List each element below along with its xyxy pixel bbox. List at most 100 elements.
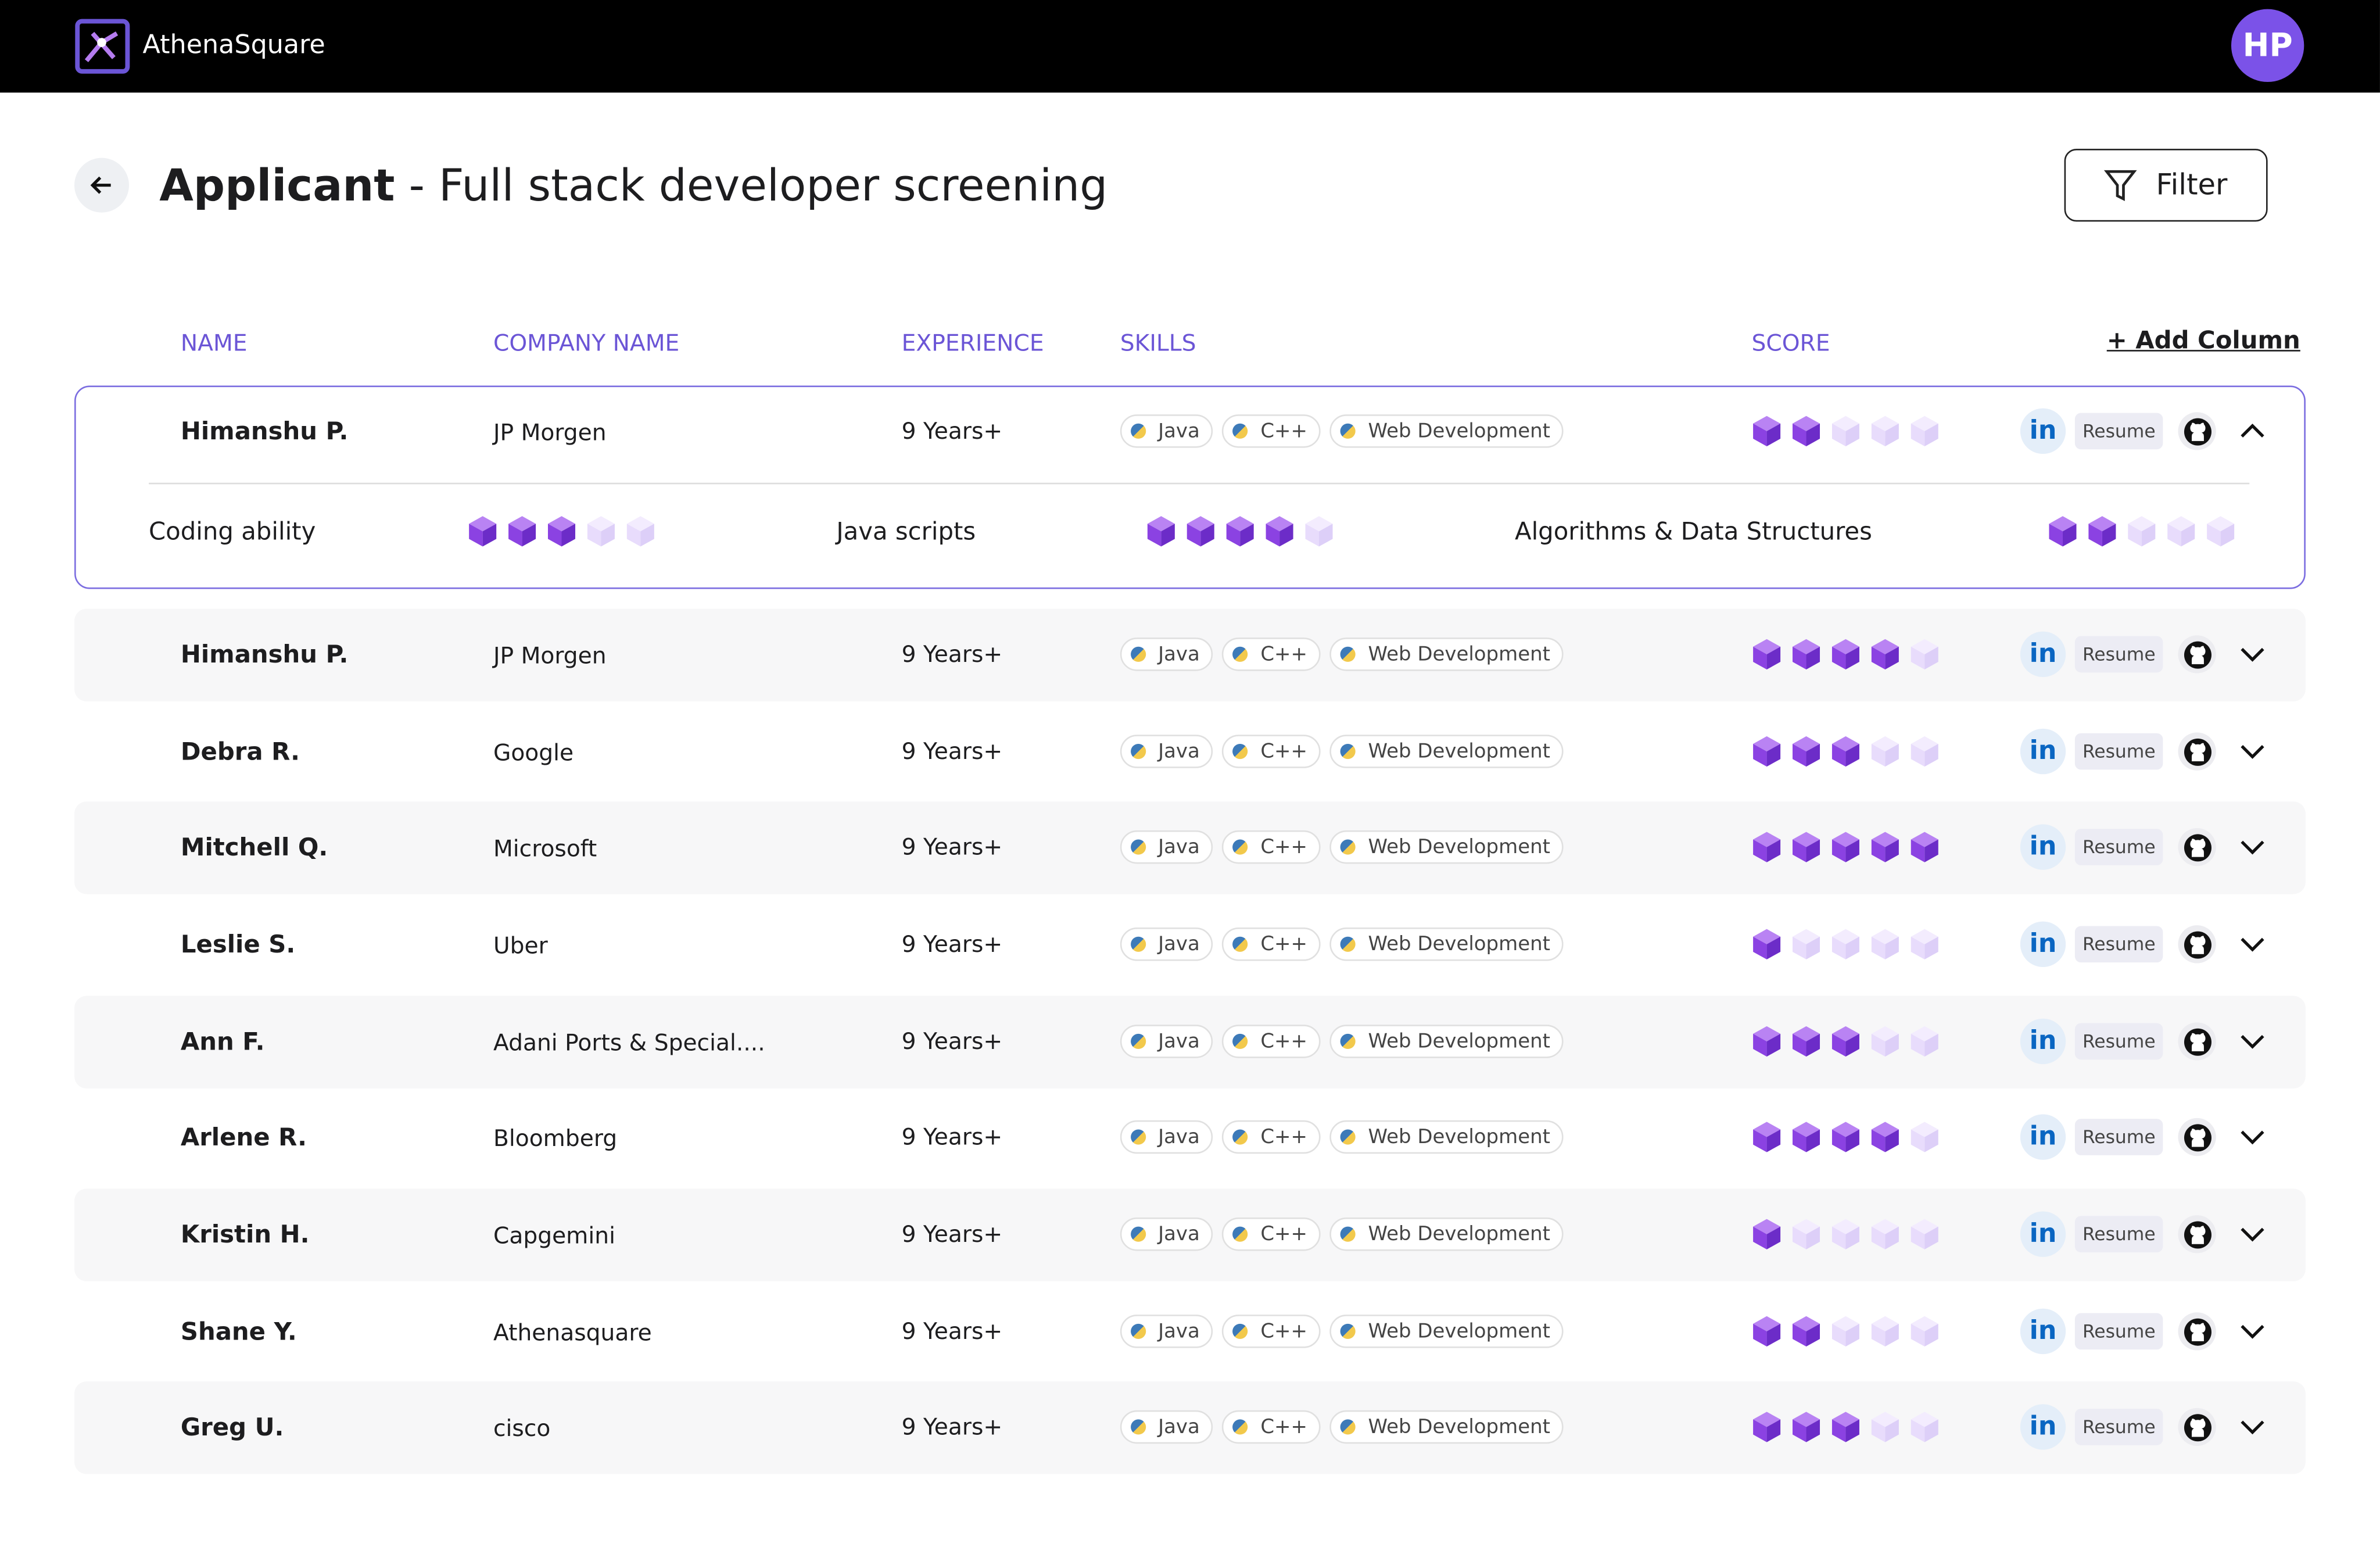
skill-chip: C++ <box>1223 1217 1321 1251</box>
github[interactable] <box>2178 1408 2216 1446</box>
score-cube <box>1753 929 1781 959</box>
skill-chip: Java <box>1120 638 1214 671</box>
resume[interactable]: Resume <box>2074 1409 2163 1445</box>
back-button[interactable] <box>74 157 130 213</box>
score-cube <box>1793 1219 1820 1249</box>
experience: 9 Years+ <box>901 833 1003 861</box>
resume[interactable]: Resume <box>2074 733 2163 770</box>
github[interactable] <box>2178 412 2216 450</box>
github[interactable] <box>2178 635 2216 674</box>
linkedin[interactable]: in <box>2020 921 2066 967</box>
skill-icon <box>1131 1033 1146 1050</box>
skill-chip: C++ <box>1223 735 1321 768</box>
skill-chip: Java <box>1120 735 1214 768</box>
expand-toggle[interactable] <box>2239 417 2266 446</box>
column-header[interactable]: NAME <box>180 329 248 357</box>
linkedin[interactable]: in <box>2020 1114 2066 1160</box>
score-cube <box>1871 1219 1899 1249</box>
expand-toggle[interactable] <box>2239 1220 2266 1249</box>
github[interactable] <box>2178 732 2216 771</box>
title: Applicant - Full stack developer screeni… <box>159 159 1107 211</box>
github[interactable] <box>2178 1312 2216 1351</box>
applicant-name[interactable]: Arlene R. <box>180 1122 307 1152</box>
expand-toggle[interactable] <box>2239 1413 2266 1442</box>
applicant-name[interactable]: Debra R. <box>180 737 300 766</box>
github[interactable] <box>2178 1215 2216 1254</box>
score-cube <box>1266 516 1293 547</box>
skill-chip: Java <box>1120 1120 1214 1154</box>
skill-icon <box>1233 743 1249 760</box>
column-header[interactable]: COMPANY NAME <box>493 329 680 357</box>
applicant-name[interactable]: Greg U. <box>180 1412 284 1442</box>
expand-toggle[interactable] <box>2239 1317 2266 1346</box>
score-cube <box>548 516 576 547</box>
score-cube <box>1871 1026 1899 1057</box>
expand-toggle[interactable] <box>2239 1027 2266 1056</box>
applicant-name[interactable]: Himanshu P. <box>180 417 349 446</box>
score-cube <box>2207 516 2235 547</box>
score-cube <box>1871 416 1899 446</box>
expand-toggle[interactable] <box>2239 737 2266 766</box>
expand-toggle[interactable] <box>2239 833 2266 862</box>
score-cube <box>1305 516 1333 547</box>
resume[interactable]: Resume <box>2074 1023 2163 1060</box>
column-header[interactable]: EXPERIENCE <box>901 329 1044 357</box>
expand-toggle[interactable] <box>2239 640 2266 669</box>
resume[interactable]: Resume <box>2074 636 2163 673</box>
experience: 9 Years+ <box>901 1220 1003 1248</box>
github[interactable] <box>2178 925 2216 964</box>
linkedin[interactable]: in <box>2020 1018 2066 1065</box>
linkedin[interactable]: in <box>2020 631 2066 678</box>
avatar[interactable]: HP <box>2231 9 2304 83</box>
skill-label: Java <box>1158 1320 1200 1343</box>
applicant-name[interactable]: Kristin H. <box>180 1219 310 1249</box>
detail-label: Java scripts <box>836 517 976 546</box>
score <box>1750 638 1941 671</box>
skill-chip: C++ <box>1223 414 1321 448</box>
applicant-name[interactable]: Himanshu P. <box>180 640 349 669</box>
applicant-name[interactable]: Ann F. <box>180 1027 265 1056</box>
resume[interactable]: Resume <box>2074 1216 2163 1253</box>
resume[interactable]: Resume <box>2074 1313 2163 1350</box>
score-cube <box>2128 516 2156 547</box>
add-column[interactable]: + Add Column <box>2106 325 2300 354</box>
linkedin[interactable]: in <box>2020 1404 2066 1450</box>
filter-button[interactable]: Filter <box>2064 148 2268 222</box>
logo[interactable] <box>74 18 131 74</box>
resume[interactable]: Resume <box>2074 413 2163 450</box>
resume[interactable]: Resume <box>2074 1119 2163 1155</box>
brand[interactable]: AthenaSquare <box>142 30 325 61</box>
skill-icon <box>1340 646 1356 662</box>
skill-icon <box>1131 1323 1146 1339</box>
skill-label: Web Development <box>1368 740 1550 763</box>
score-cube <box>1871 736 1899 767</box>
linkedin[interactable]: in <box>2020 408 2066 454</box>
expand-toggle[interactable] <box>2239 1123 2266 1152</box>
score-cube <box>1753 832 1781 862</box>
skills: Java C++ Web Development <box>1120 928 1564 961</box>
experience: 9 Years+ <box>901 640 1003 668</box>
company: cisco <box>493 1414 551 1442</box>
score-cube <box>626 516 654 547</box>
linkedin[interactable]: in <box>2020 1211 2066 1257</box>
expand-toggle[interactable] <box>2239 930 2266 959</box>
score-cube <box>1831 832 1859 862</box>
resume[interactable]: Resume <box>2074 926 2163 963</box>
skill-icon <box>1340 1033 1356 1050</box>
applicant-name[interactable]: Mitchell Q. <box>180 832 328 862</box>
column-header[interactable]: SKILLS <box>1120 329 1196 357</box>
score-cube <box>1831 736 1859 767</box>
resume[interactable]: Resume <box>2074 829 2163 865</box>
github[interactable] <box>2178 1118 2216 1156</box>
github[interactable] <box>2178 828 2216 866</box>
skill-icon <box>1233 1129 1249 1145</box>
skill-label: Java <box>1158 933 1200 956</box>
linkedin[interactable]: in <box>2020 1308 2066 1355</box>
linkedin[interactable]: in <box>2020 728 2066 775</box>
applicant-name[interactable]: Shane Y. <box>180 1317 297 1346</box>
skill-chip: C++ <box>1223 830 1321 864</box>
linkedin[interactable]: in <box>2020 824 2066 870</box>
github[interactable] <box>2178 1022 2216 1061</box>
column-header[interactable]: SCORE <box>1751 329 1830 357</box>
applicant-name[interactable]: Leslie S. <box>180 929 296 959</box>
